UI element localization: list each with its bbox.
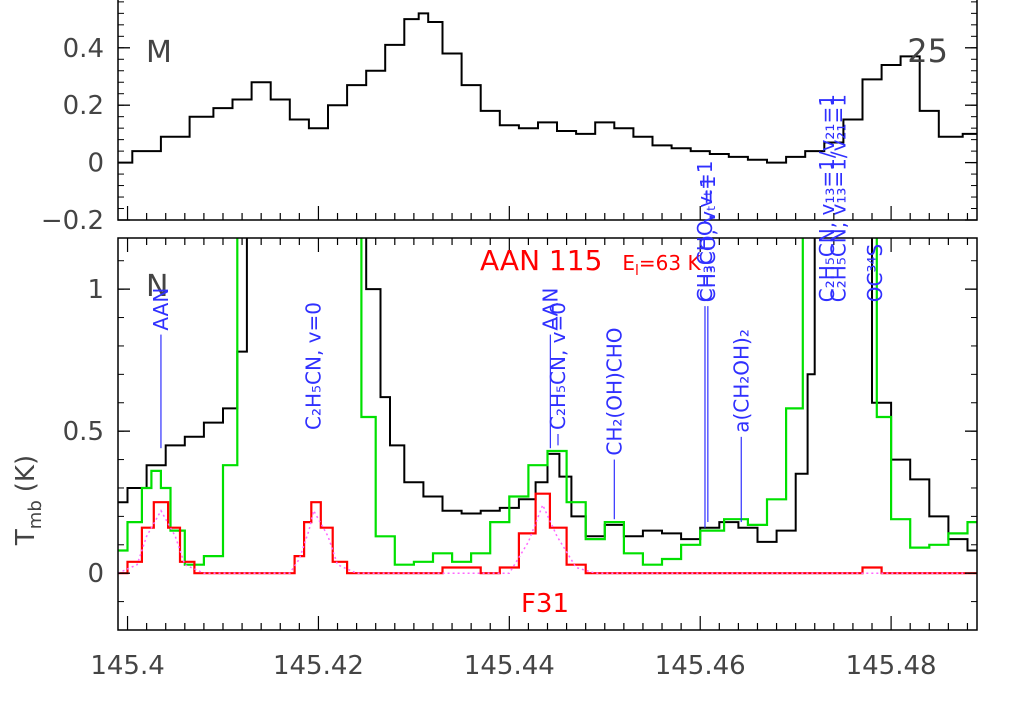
line-id-label: a(CH₂OH)₂ xyxy=(729,329,753,433)
model-label: F31 xyxy=(521,589,569,619)
y-tick-label: 0.4 xyxy=(63,34,104,64)
line-id-label: CH₃CHO, vₜ=1 xyxy=(693,160,717,302)
y-axis-label: Tmb(K) xyxy=(11,455,46,546)
line-id-label: C₂H₅CN, v=0 xyxy=(546,302,570,430)
y-tick-label: 0 xyxy=(87,559,104,589)
y-tick-label: 0.2 xyxy=(63,91,104,121)
panel-m: −0.2 0 0.2 0.4 M 25 xyxy=(41,0,978,236)
line-id-label: C₂H₅CN, v=0 xyxy=(302,302,326,430)
series-line-3 xyxy=(118,503,977,574)
x-tick-label: 145.44 xyxy=(464,651,555,681)
series-line-2 xyxy=(118,492,977,575)
line-id-label: C₂H₅CN, v₁₃=1/v₂₁=1 xyxy=(815,94,839,302)
y-tick-label: 0 xyxy=(87,149,104,179)
panel-number: 25 xyxy=(907,32,948,70)
x-tick-label: 145.48 xyxy=(846,651,937,681)
y-tick-label: 1 xyxy=(87,275,104,305)
x-tick-label: 145.42 xyxy=(273,651,364,681)
series-line-1 xyxy=(118,238,977,566)
y-tick-label: 0.5 xyxy=(63,417,104,447)
line-id-label: C₂H₅CN, v₁₃=1/v₂₁=1 xyxy=(827,94,851,302)
line-id-label: OC³⁴S xyxy=(863,244,887,302)
series-group xyxy=(118,12,977,164)
line-id-label: AAN xyxy=(149,288,173,331)
x-tick-label: 145.4 xyxy=(90,651,164,681)
line-id-label: CH₃CO, vₜ=1 xyxy=(696,176,720,303)
panel-label: N xyxy=(146,269,168,304)
line-id-label: AAN xyxy=(538,288,562,331)
series-group xyxy=(118,238,977,575)
line-id-label: CH₂(OH)CHO xyxy=(602,327,626,455)
y-tick-label: −0.2 xyxy=(41,206,104,236)
x-tick-label: 145.46 xyxy=(655,651,746,681)
panel-label: M xyxy=(146,35,172,70)
series-line-0 xyxy=(118,12,977,164)
chart-title: AAN 115 El=63 K xyxy=(480,244,701,279)
panel-n: 0 0.5 1 145.4 145.42 145.44 145.46 145.48 N AAN 1… xyxy=(11,94,978,681)
